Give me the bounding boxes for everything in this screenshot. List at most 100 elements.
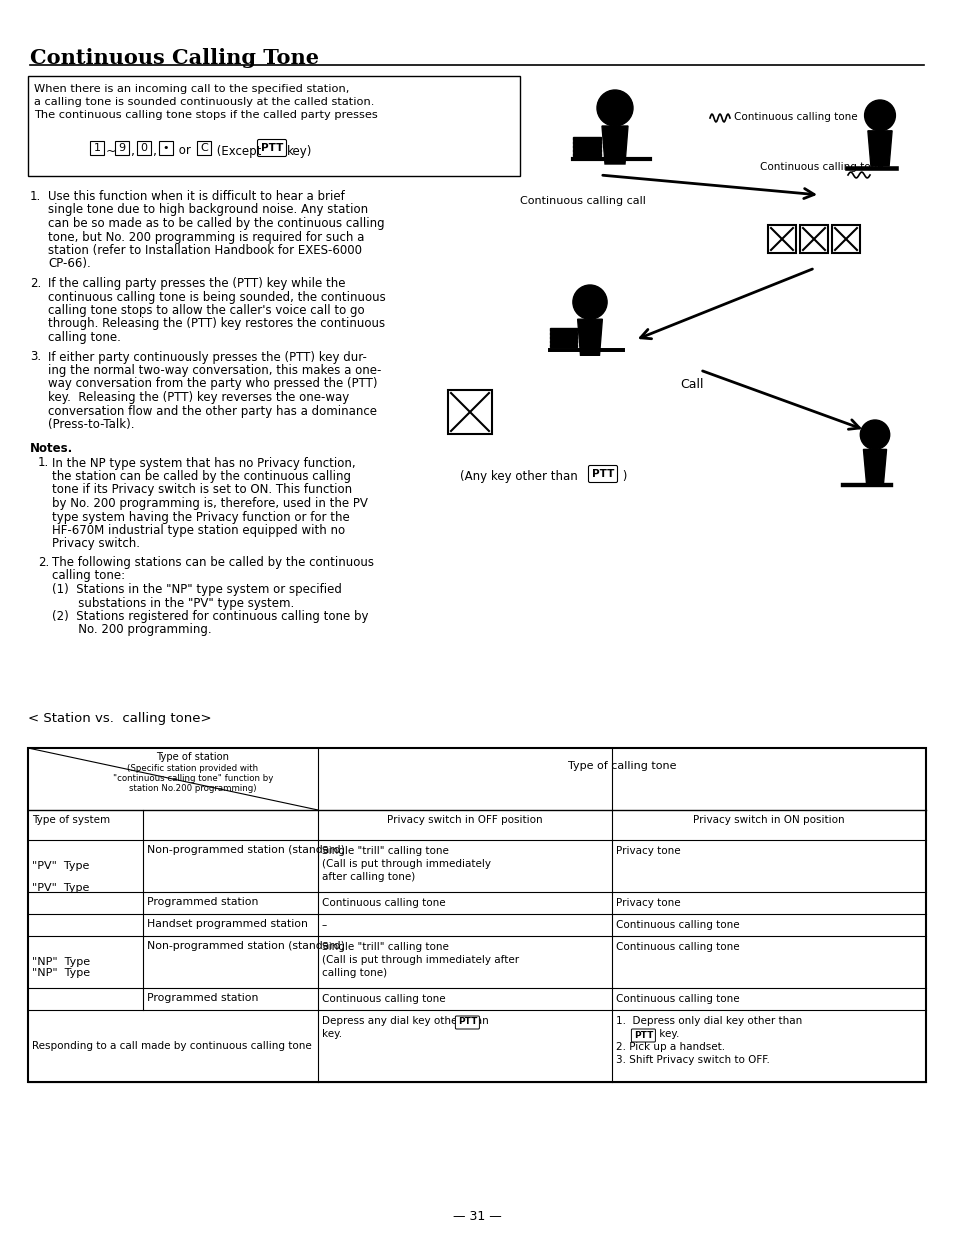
Text: Continuous calling call: Continuous calling call bbox=[519, 196, 645, 206]
Bar bbox=[573, 149, 600, 152]
FancyBboxPatch shape bbox=[257, 140, 286, 157]
FancyBboxPatch shape bbox=[455, 1016, 479, 1029]
Text: continuous calling tone is being sounded, the continuous: continuous calling tone is being sounded… bbox=[48, 290, 385, 304]
Text: Continuous calling tone: Continuous calling tone bbox=[760, 162, 882, 172]
Bar bbox=[115, 141, 129, 156]
Bar bbox=[550, 341, 576, 343]
Text: Depress any dial key other than: Depress any dial key other than bbox=[322, 1016, 492, 1026]
Text: (2)  Stations registered for continuous calling tone by: (2) Stations registered for continuous c… bbox=[52, 610, 368, 622]
Text: conversation flow and the other party has a dominance: conversation flow and the other party ha… bbox=[48, 405, 376, 417]
Text: Programmed station: Programmed station bbox=[147, 897, 258, 906]
Text: HF-670M industrial type station equipped with no: HF-670M industrial type station equipped… bbox=[52, 524, 345, 537]
Text: Continuous calling tone: Continuous calling tone bbox=[733, 112, 857, 122]
Polygon shape bbox=[578, 319, 601, 356]
Text: Non-programmed station (standard): Non-programmed station (standard) bbox=[147, 845, 345, 855]
Text: Continuous calling tone: Continuous calling tone bbox=[322, 898, 445, 908]
Circle shape bbox=[573, 285, 606, 319]
Text: PTT: PTT bbox=[591, 469, 614, 479]
Bar bbox=[28, 748, 925, 1082]
Text: 2. Pick up a handset.: 2. Pick up a handset. bbox=[616, 1042, 724, 1052]
Text: 1: 1 bbox=[93, 143, 100, 153]
Bar bbox=[28, 77, 519, 177]
Polygon shape bbox=[867, 131, 891, 165]
Polygon shape bbox=[862, 450, 885, 483]
Text: 1.: 1. bbox=[38, 457, 50, 469]
Text: Handset programmed station: Handset programmed station bbox=[147, 919, 308, 929]
Text: Call: Call bbox=[679, 378, 702, 391]
Text: 9: 9 bbox=[118, 143, 126, 153]
Bar bbox=[137, 141, 151, 156]
Bar bbox=[573, 153, 600, 156]
Text: "NP"  Type: "NP" Type bbox=[32, 957, 90, 967]
Text: 2.: 2. bbox=[30, 277, 41, 290]
Text: Privacy switch.: Privacy switch. bbox=[52, 537, 140, 551]
Bar bbox=[573, 144, 600, 148]
Text: If the calling party presses the (PTT) key while the: If the calling party presses the (PTT) k… bbox=[48, 277, 345, 290]
Text: Type of system: Type of system bbox=[32, 815, 110, 825]
Text: "continuous calling tone" function by: "continuous calling tone" function by bbox=[112, 774, 273, 783]
Text: station No.200 programming): station No.200 programming) bbox=[129, 784, 256, 793]
Text: (Call is put through immediately: (Call is put through immediately bbox=[322, 860, 491, 869]
Text: PTT: PTT bbox=[633, 1030, 653, 1040]
Text: ~: ~ bbox=[106, 144, 116, 158]
Text: Single "trill" calling tone: Single "trill" calling tone bbox=[322, 942, 449, 952]
Text: In the NP type system that has no Privacy function,: In the NP type system that has no Privac… bbox=[52, 457, 355, 469]
Bar bbox=[448, 390, 492, 433]
Text: (Except: (Except bbox=[213, 144, 261, 158]
Text: can be so made as to be called by the continuous calling: can be so made as to be called by the co… bbox=[48, 217, 384, 230]
Text: Type of station: Type of station bbox=[156, 752, 230, 762]
Text: When there is an incoming call to the specified station,: When there is an incoming call to the sp… bbox=[34, 84, 349, 94]
Text: (Any key other than: (Any key other than bbox=[459, 471, 581, 483]
Text: Continuous calling tone: Continuous calling tone bbox=[616, 942, 739, 952]
Text: Non-programmed station (standard): Non-programmed station (standard) bbox=[147, 941, 345, 951]
Text: key.  Releasing the (PTT) key reverses the one-way: key. Releasing the (PTT) key reverses th… bbox=[48, 391, 349, 404]
Text: •: • bbox=[163, 143, 169, 153]
Text: Programmed station: Programmed station bbox=[147, 993, 258, 1003]
Text: 0: 0 bbox=[140, 143, 148, 153]
Bar bbox=[800, 225, 827, 253]
Circle shape bbox=[863, 100, 895, 131]
Bar bbox=[550, 345, 576, 347]
Text: No. 200 programming.: No. 200 programming. bbox=[52, 624, 212, 636]
Text: (Press-to-Talk).: (Press-to-Talk). bbox=[48, 417, 134, 431]
Text: key.: key. bbox=[322, 1029, 342, 1039]
Text: Privacy switch in ON position: Privacy switch in ON position bbox=[693, 815, 844, 825]
Text: Continuous calling tone: Continuous calling tone bbox=[616, 920, 739, 930]
Text: "NP"  Type: "NP" Type bbox=[32, 968, 90, 978]
Text: way conversation from the party who pressed the (PTT): way conversation from the party who pres… bbox=[48, 378, 377, 390]
Text: ,: , bbox=[131, 144, 135, 158]
Circle shape bbox=[860, 420, 889, 450]
Text: The following stations can be called by the continuous: The following stations can be called by … bbox=[52, 556, 374, 569]
Text: 1.: 1. bbox=[30, 190, 41, 203]
Text: through. Releasing the (PTT) key restores the continuous: through. Releasing the (PTT) key restore… bbox=[48, 317, 385, 331]
Text: (Specific station provided with: (Specific station provided with bbox=[128, 764, 258, 773]
Bar bbox=[90, 141, 104, 156]
Bar bbox=[573, 141, 600, 144]
Text: calling tone:: calling tone: bbox=[52, 569, 125, 583]
Text: ,: , bbox=[152, 144, 157, 158]
Text: Privacy switch in OFF position: Privacy switch in OFF position bbox=[387, 815, 542, 825]
Text: "PV"  Type: "PV" Type bbox=[32, 861, 90, 871]
Text: the station can be called by the continuous calling: the station can be called by the continu… bbox=[52, 471, 351, 483]
Text: tone if its Privacy switch is set to ON. This function: tone if its Privacy switch is set to ON.… bbox=[52, 483, 352, 496]
Bar bbox=[196, 141, 211, 156]
Text: Notes.: Notes. bbox=[30, 441, 73, 454]
Text: Type of calling tone: Type of calling tone bbox=[567, 761, 676, 771]
Text: single tone due to high background noise. Any station: single tone due to high background noise… bbox=[48, 204, 368, 216]
Text: — 31 —: — 31 — bbox=[452, 1210, 501, 1223]
Bar bbox=[550, 329, 576, 331]
Text: –: – bbox=[322, 920, 327, 930]
Text: C: C bbox=[200, 143, 208, 153]
FancyBboxPatch shape bbox=[631, 1029, 655, 1042]
Text: < Station vs.  calling tone>: < Station vs. calling tone> bbox=[28, 713, 212, 725]
Text: ing the normal two-way conversation, this makes a one-: ing the normal two-way conversation, thi… bbox=[48, 364, 381, 377]
Text: 3.: 3. bbox=[30, 351, 41, 363]
Text: key): key) bbox=[287, 144, 312, 158]
Text: (Call is put through immediately after: (Call is put through immediately after bbox=[322, 955, 518, 965]
Text: by No. 200 programming is, therefore, used in the PV: by No. 200 programming is, therefore, us… bbox=[52, 496, 368, 510]
Text: Continuous calling tone: Continuous calling tone bbox=[616, 994, 739, 1004]
Text: after calling tone): after calling tone) bbox=[322, 872, 415, 882]
Bar bbox=[159, 141, 172, 156]
Text: The continuous calling tone stops if the called party presses: The continuous calling tone stops if the… bbox=[34, 110, 377, 120]
Circle shape bbox=[597, 90, 633, 126]
